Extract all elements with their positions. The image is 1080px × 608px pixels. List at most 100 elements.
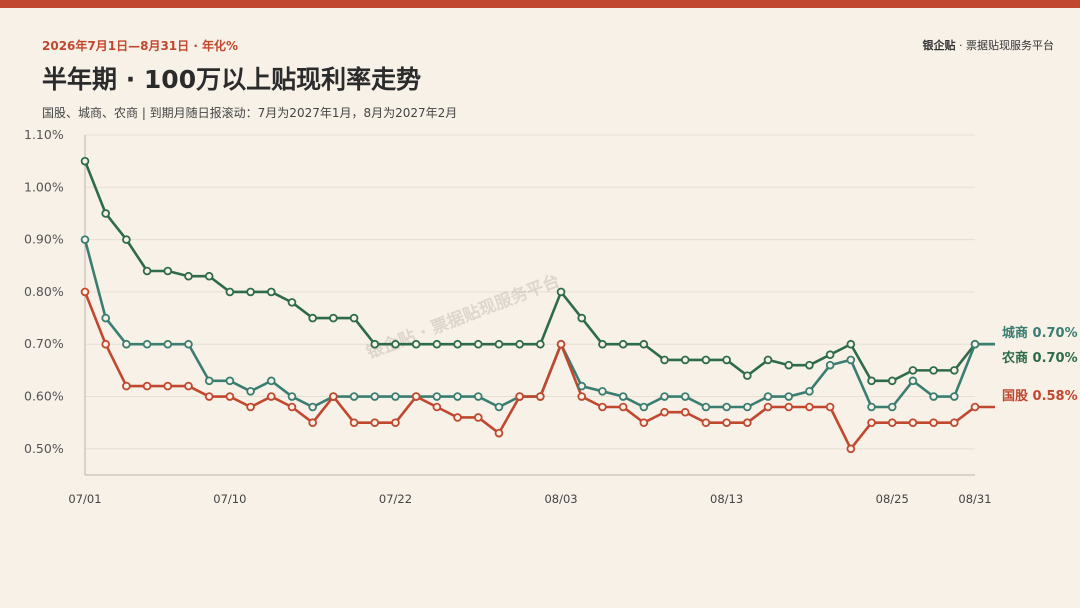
data-point <box>598 339 607 349</box>
data-point <box>370 392 380 401</box>
data-point <box>846 355 856 365</box>
data-point <box>639 402 649 412</box>
data-point <box>887 402 897 412</box>
x-tick-label: 07/10 <box>213 492 246 506</box>
data-point <box>494 339 504 349</box>
data-point <box>101 209 110 218</box>
data-point <box>970 339 980 349</box>
data-point <box>142 339 152 349</box>
series-group <box>80 156 995 454</box>
data-point <box>225 376 235 386</box>
y-tick-label: 0.60% <box>24 389 64 404</box>
data-point <box>473 392 483 401</box>
data-point <box>266 287 276 297</box>
data-point <box>184 339 193 349</box>
data-point <box>577 313 587 323</box>
end-label-城商: 城商 0.70% <box>1002 325 1078 341</box>
data-point <box>805 387 814 396</box>
data-point <box>805 360 814 370</box>
data-point <box>515 339 524 349</box>
data-point <box>349 313 359 323</box>
data-point <box>680 392 690 401</box>
data-point <box>743 371 752 380</box>
data-point <box>329 392 338 401</box>
data-point <box>618 402 628 412</box>
data-point <box>701 418 711 427</box>
data-point <box>287 392 297 401</box>
y-tick-label: 0.70% <box>24 336 64 351</box>
data-point <box>432 392 442 401</box>
data-point <box>308 313 317 323</box>
data-point <box>660 355 669 365</box>
data-point <box>784 360 794 370</box>
y-tick-label: 0.90% <box>24 232 64 247</box>
data-point <box>163 339 173 349</box>
data-point <box>825 350 835 359</box>
data-point <box>722 418 731 427</box>
data-point <box>950 392 959 401</box>
data-point <box>950 418 959 427</box>
data-point <box>184 381 193 391</box>
data-point <box>908 366 918 375</box>
data-point <box>639 339 649 349</box>
data-point <box>473 413 483 422</box>
data-point <box>204 271 214 281</box>
data-point <box>246 402 255 412</box>
data-point <box>80 287 90 297</box>
data-point <box>929 418 938 427</box>
y-tick-label: 1.00% <box>24 179 64 194</box>
data-point <box>598 387 607 396</box>
data-point <box>846 444 856 454</box>
brand-label: 银企贴 · 票据贴现服务平台 <box>923 37 1055 53</box>
data-point <box>660 407 669 417</box>
brand-name: 银企贴 <box>922 39 956 52</box>
data-point <box>142 266 152 276</box>
data-point <box>246 287 255 297</box>
data-point <box>763 392 773 401</box>
data-point <box>536 339 545 349</box>
data-point <box>204 376 214 386</box>
data-point <box>867 402 876 412</box>
data-point <box>163 266 173 276</box>
data-point <box>432 339 442 349</box>
data-point <box>929 366 938 375</box>
data-point <box>763 402 773 412</box>
data-point <box>908 418 918 427</box>
data-point <box>494 402 504 412</box>
data-point <box>266 392 276 401</box>
data-point <box>950 366 959 375</box>
end-labels: 农商 0.70% 城商 0.70% 国股 0.58% <box>1001 325 1078 404</box>
data-point <box>453 392 462 401</box>
x-tick-label: 07/22 <box>379 492 412 506</box>
end-label-农商: 农商 0.70% <box>1001 350 1078 366</box>
data-point <box>80 156 90 166</box>
data-point <box>846 339 856 349</box>
y-axis-ticks: 1.10% 1.00% 0.90% 0.80% 0.70% 0.60% 0.50% <box>24 127 64 456</box>
data-point <box>680 407 690 417</box>
data-point <box>349 392 359 401</box>
top-accent-bar <box>0 0 1080 8</box>
data-point <box>743 402 752 412</box>
data-point <box>122 235 131 244</box>
grid-lines <box>84 134 975 476</box>
data-point <box>370 339 380 349</box>
x-axis-ticks: 07/01 07/10 07/22 08/03 08/13 08/25 08/31 <box>68 492 991 506</box>
data-point <box>432 402 442 412</box>
data-point <box>784 402 794 412</box>
data-point <box>287 402 297 412</box>
data-point <box>887 376 897 386</box>
series-line-城商 <box>83 239 977 409</box>
data-point <box>763 355 773 365</box>
data-point <box>701 355 711 365</box>
data-point <box>805 402 814 412</box>
data-point <box>391 339 400 349</box>
date-range-kicker: 2026年7月1日—8月31日 · 年化% <box>42 39 239 53</box>
y-tick-label: 0.80% <box>24 284 64 299</box>
data-point <box>308 418 317 427</box>
data-point <box>577 392 587 401</box>
page-title: 半年期 · 100万以上贴现利率走势 <box>42 65 422 94</box>
data-point <box>722 355 731 365</box>
x-tick-label: 08/03 <box>544 492 577 506</box>
data-point <box>867 418 876 427</box>
